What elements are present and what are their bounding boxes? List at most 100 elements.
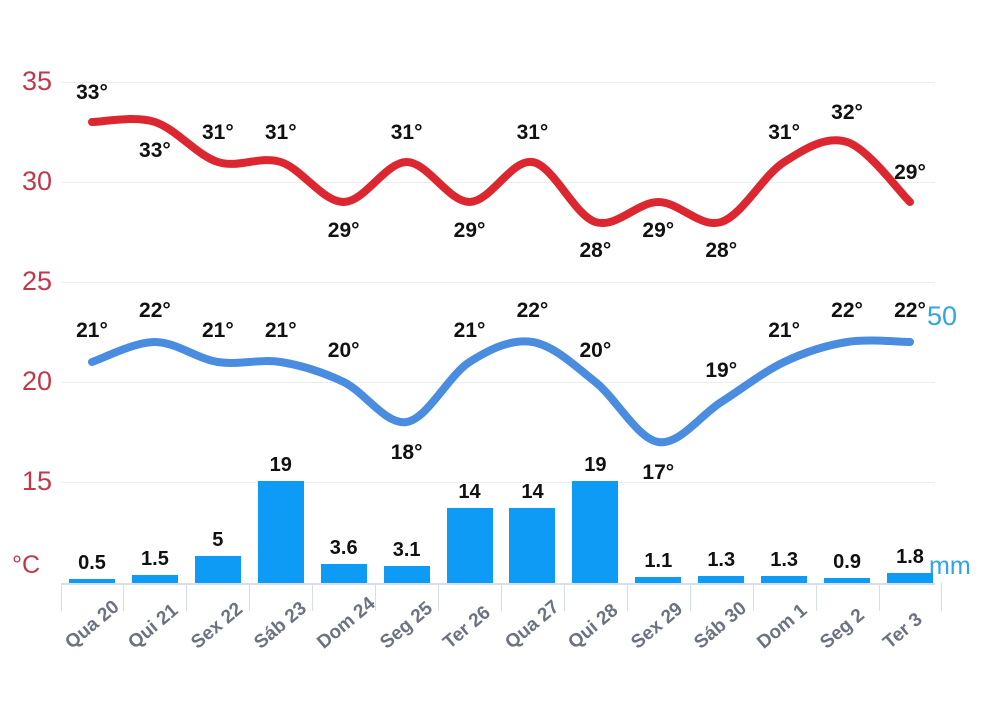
max-temperature-label: 31° xyxy=(516,121,549,144)
max-temperature-label: 28° xyxy=(705,239,738,262)
min-temperature-label: 22° xyxy=(831,299,863,322)
x-axis-tick-label[interactable]: Ter 26 xyxy=(438,602,495,654)
x-axis-tick xyxy=(186,583,188,611)
max-temperature-label: 29° xyxy=(327,219,360,242)
x-axis-tick-label[interactable]: Dom 1 xyxy=(753,599,812,654)
max-temperature-label: 29° xyxy=(894,161,926,184)
x-axis-tick-label[interactable]: Ter 3 xyxy=(879,608,927,654)
precipitation-bar[interactable] xyxy=(383,566,430,583)
y-tick-35: 35 xyxy=(21,66,52,96)
x-axis-tick xyxy=(563,583,565,611)
precipitation-value-label: 0.5 xyxy=(78,552,106,574)
x-axis-tick-label[interactable]: Qua 20 xyxy=(61,596,124,654)
max-temperature-label: 29° xyxy=(453,219,486,242)
gridline-35 xyxy=(62,82,935,83)
min-temperature-label: 22° xyxy=(894,299,926,322)
precipitation-bar[interactable] xyxy=(320,563,367,583)
y-tick-15: 15 xyxy=(21,466,52,496)
precipitation-bar[interactable] xyxy=(69,579,115,583)
precipitation-bar[interactable] xyxy=(887,573,933,583)
x-axis-tick-label[interactable]: Sáb 30 xyxy=(690,597,752,654)
precipitation-bar[interactable] xyxy=(509,507,556,583)
y-axis-right-50: 50 xyxy=(927,301,958,331)
precipitation-bar[interactable] xyxy=(131,574,178,583)
precipitation-value-label: 1.5 xyxy=(141,547,169,570)
precipitation-bar[interactable] xyxy=(257,481,304,583)
max-temperature-label: 31° xyxy=(201,121,234,144)
x-axis-tick-label[interactable]: Seg 2 xyxy=(816,604,869,654)
y-tick-20: 20 xyxy=(21,366,52,396)
x-axis-tick xyxy=(501,583,502,611)
min-temperature-label: 21° xyxy=(201,319,234,342)
min-temperature-label: 21° xyxy=(76,319,108,342)
max-temperature-label: 33° xyxy=(139,139,171,162)
gridline-15 xyxy=(62,482,935,483)
x-axis-tick-label[interactable]: Sex 22 xyxy=(187,598,247,654)
x-axis-tick xyxy=(689,583,691,611)
x-axis-tick-label[interactable]: Seg 25 xyxy=(375,597,437,654)
y-tick-25: 25 xyxy=(21,266,52,296)
x-axis-tick xyxy=(752,583,754,611)
x-axis-tick-label[interactable]: Sáb 23 xyxy=(250,597,311,654)
x-axis-tick xyxy=(123,583,125,611)
x-axis-tick-label[interactable]: Dom 24 xyxy=(313,593,380,654)
min-temperature-label: 18° xyxy=(390,441,423,464)
max-temperature-line xyxy=(88,115,914,228)
precipitation-value-label: 3.1 xyxy=(392,539,421,562)
max-temperature-label: 29° xyxy=(642,219,675,242)
x-axis-tick-label[interactable]: Qui 28 xyxy=(564,599,623,654)
min-temperature-label: 17° xyxy=(642,461,675,484)
precipitation-bar[interactable] xyxy=(446,507,493,583)
min-temperature-label: 21° xyxy=(768,319,801,342)
precipitation-value-label: 1.3 xyxy=(707,549,736,572)
precipitation-bar[interactable] xyxy=(635,577,682,583)
precipitation-bar[interactable] xyxy=(194,556,241,583)
min-temperature-label: 22° xyxy=(516,299,549,322)
x-axis-tick xyxy=(878,583,880,611)
min-temperature-label: 22° xyxy=(139,299,171,322)
precipitation-value-label: 5 xyxy=(212,529,224,552)
precipitation-value-label: 19 xyxy=(269,454,292,476)
x-axis-tick-label[interactable]: Qui 21 xyxy=(124,599,183,654)
y-tick-30: 30 xyxy=(21,166,52,196)
max-temperature-label: 31° xyxy=(390,121,423,144)
precipitation-value-label: 1.8 xyxy=(896,546,924,569)
max-temperature-label: 32° xyxy=(831,101,863,124)
precipitation-value-label: 1.1 xyxy=(644,550,673,573)
min-temperature-label: 21° xyxy=(453,319,486,342)
max-temperature-label: 31° xyxy=(768,121,801,144)
precipitation-value-label: 3.6 xyxy=(329,536,358,559)
precipitation-value-label: 14 xyxy=(458,480,481,503)
x-axis-tick xyxy=(249,583,251,611)
x-axis-tick xyxy=(626,583,628,611)
precipitation-value-label: 1.3 xyxy=(770,549,799,572)
precipitation-bar[interactable] xyxy=(572,481,619,583)
min-temperature-label: 20° xyxy=(327,339,360,362)
max-temperature-label: 33° xyxy=(76,81,108,104)
y-axis-unit-mm: mm xyxy=(929,552,971,580)
x-axis-tick xyxy=(941,583,943,611)
x-axis-tick-label[interactable]: Qua 27 xyxy=(501,596,564,654)
precipitation-bar[interactable] xyxy=(824,578,871,583)
min-temperature-line xyxy=(88,336,914,447)
min-temperature-label: 19° xyxy=(705,359,738,382)
x-axis-tick-label[interactable]: Sex 29 xyxy=(627,598,688,654)
min-temperature-label: 20° xyxy=(579,339,612,362)
precipitation-bar[interactable] xyxy=(698,576,745,583)
precipitation-value-label: 14 xyxy=(521,480,544,503)
gridline-20 xyxy=(62,382,935,383)
precipitation-bar[interactable] xyxy=(761,576,808,583)
gridline-25 xyxy=(62,282,935,283)
x-axis-tick xyxy=(815,583,817,611)
x-axis-tick xyxy=(60,583,62,611)
precipitation-value-label: 0.9 xyxy=(833,551,861,574)
max-temperature-label: 31° xyxy=(264,121,297,144)
min-temperature-label: 21° xyxy=(264,319,297,342)
x-axis-tick xyxy=(375,583,377,611)
x-axis-baseline xyxy=(62,583,935,585)
